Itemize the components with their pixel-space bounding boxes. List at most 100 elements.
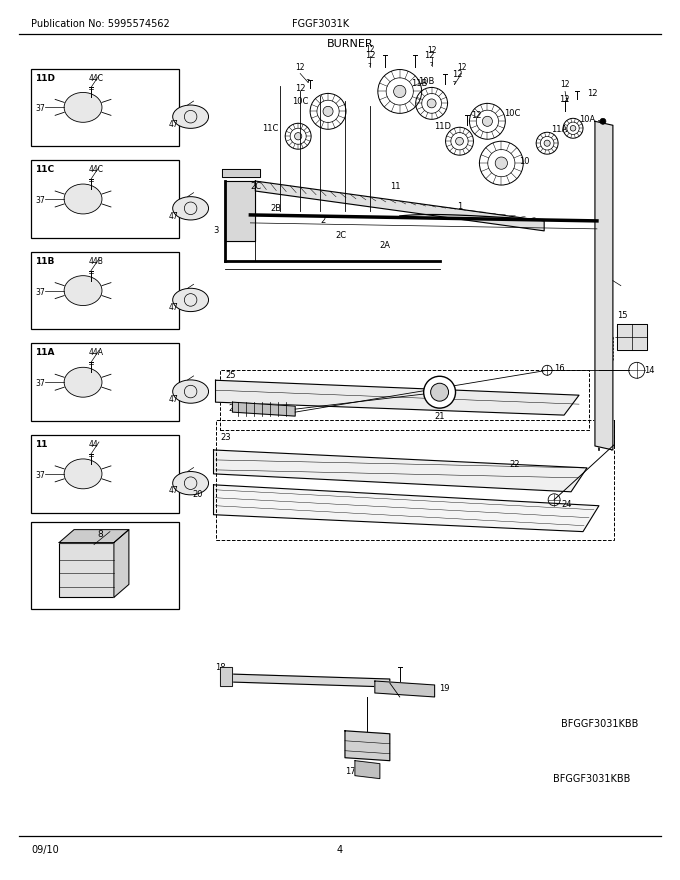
Polygon shape [231, 674, 390, 687]
Text: 47: 47 [169, 211, 178, 221]
Polygon shape [233, 402, 295, 416]
Text: 09/10: 09/10 [31, 846, 59, 855]
Circle shape [427, 99, 436, 108]
Circle shape [495, 157, 507, 169]
Text: 10C: 10C [292, 97, 308, 106]
Ellipse shape [173, 289, 209, 312]
Text: 12: 12 [457, 62, 466, 71]
Ellipse shape [173, 196, 209, 220]
Text: 47: 47 [169, 304, 178, 312]
Polygon shape [617, 325, 647, 350]
Text: 37: 37 [35, 288, 45, 297]
Ellipse shape [64, 459, 102, 488]
Circle shape [456, 137, 463, 145]
Polygon shape [214, 450, 587, 492]
Ellipse shape [173, 380, 209, 403]
Text: 15: 15 [617, 312, 628, 320]
Text: 12: 12 [364, 51, 375, 60]
Text: 16: 16 [554, 363, 565, 373]
Bar [31, 160, 179, 238]
Text: 37: 37 [35, 105, 45, 114]
Text: 10C: 10C [505, 109, 521, 118]
Bar [31, 69, 179, 146]
Text: 2A: 2A [380, 241, 391, 250]
Polygon shape [355, 760, 380, 779]
Text: 11A: 11A [551, 125, 567, 134]
Text: 11B: 11B [35, 257, 54, 266]
Circle shape [430, 383, 449, 401]
Text: 12: 12 [365, 45, 375, 54]
Ellipse shape [173, 472, 209, 495]
Text: 12: 12 [559, 95, 569, 104]
Text: 22: 22 [509, 460, 520, 469]
Text: 20: 20 [192, 490, 203, 499]
Polygon shape [256, 181, 544, 231]
Text: 12: 12 [471, 111, 482, 120]
Circle shape [482, 116, 492, 127]
Polygon shape [375, 681, 435, 697]
Bar [31, 435, 179, 513]
Text: 11C: 11C [35, 165, 54, 174]
Polygon shape [595, 121, 613, 450]
Text: 4: 4 [337, 846, 343, 855]
Circle shape [544, 140, 550, 146]
Text: 47: 47 [169, 487, 178, 495]
Text: 1: 1 [457, 202, 462, 211]
Polygon shape [345, 730, 390, 760]
Text: Publication No: 5995574562: Publication No: 5995574562 [31, 18, 170, 29]
Text: 2: 2 [320, 216, 325, 225]
Text: 12: 12 [295, 62, 305, 71]
Bar [31, 343, 179, 421]
Text: 8: 8 [97, 530, 103, 539]
Polygon shape [114, 530, 129, 598]
Text: 12: 12 [295, 84, 305, 93]
Text: 10B: 10B [418, 77, 434, 86]
Text: 18: 18 [215, 663, 226, 671]
Text: BURNER: BURNER [326, 39, 373, 48]
Text: 24: 24 [561, 500, 572, 510]
Text: 11A: 11A [35, 348, 55, 357]
Text: 37: 37 [35, 196, 45, 205]
Text: 11C: 11C [262, 124, 278, 133]
Bar [31, 522, 179, 609]
Text: 12: 12 [560, 80, 570, 90]
Text: 12: 12 [452, 70, 463, 79]
Circle shape [394, 85, 406, 98]
Text: 11D: 11D [35, 74, 55, 83]
Text: BFGGF3031KBB: BFGGF3031KBB [562, 719, 639, 729]
Text: 26: 26 [228, 404, 239, 413]
Text: 12: 12 [587, 89, 598, 98]
Circle shape [571, 126, 576, 131]
Text: 10: 10 [520, 157, 530, 165]
Text: 23: 23 [220, 433, 231, 442]
Ellipse shape [64, 92, 102, 122]
Text: 37: 37 [35, 471, 45, 480]
Text: BFGGF3031KBB: BFGGF3031KBB [554, 774, 631, 783]
Ellipse shape [64, 275, 102, 305]
Text: 2C: 2C [250, 181, 262, 191]
Polygon shape [222, 169, 260, 177]
Text: 44C: 44C [89, 165, 104, 174]
Ellipse shape [173, 105, 209, 128]
Bar [220, 370, 589, 430]
Polygon shape [216, 380, 579, 415]
Ellipse shape [64, 367, 102, 397]
Circle shape [323, 106, 333, 116]
Circle shape [424, 377, 456, 408]
Circle shape [294, 133, 302, 140]
Text: 11D: 11D [435, 121, 452, 131]
Bar [59, 543, 114, 598]
Ellipse shape [64, 184, 102, 214]
Text: 47: 47 [169, 395, 178, 404]
Polygon shape [226, 181, 256, 241]
Text: 14: 14 [644, 366, 654, 375]
Polygon shape [59, 530, 129, 543]
Text: 2B: 2B [270, 204, 282, 214]
Bar [31, 252, 179, 329]
Text: 44: 44 [89, 440, 99, 449]
Text: 3: 3 [213, 226, 218, 235]
Text: 11: 11 [35, 440, 48, 449]
Polygon shape [220, 667, 233, 686]
Text: 21: 21 [435, 412, 445, 422]
Text: 10A: 10A [579, 114, 595, 124]
